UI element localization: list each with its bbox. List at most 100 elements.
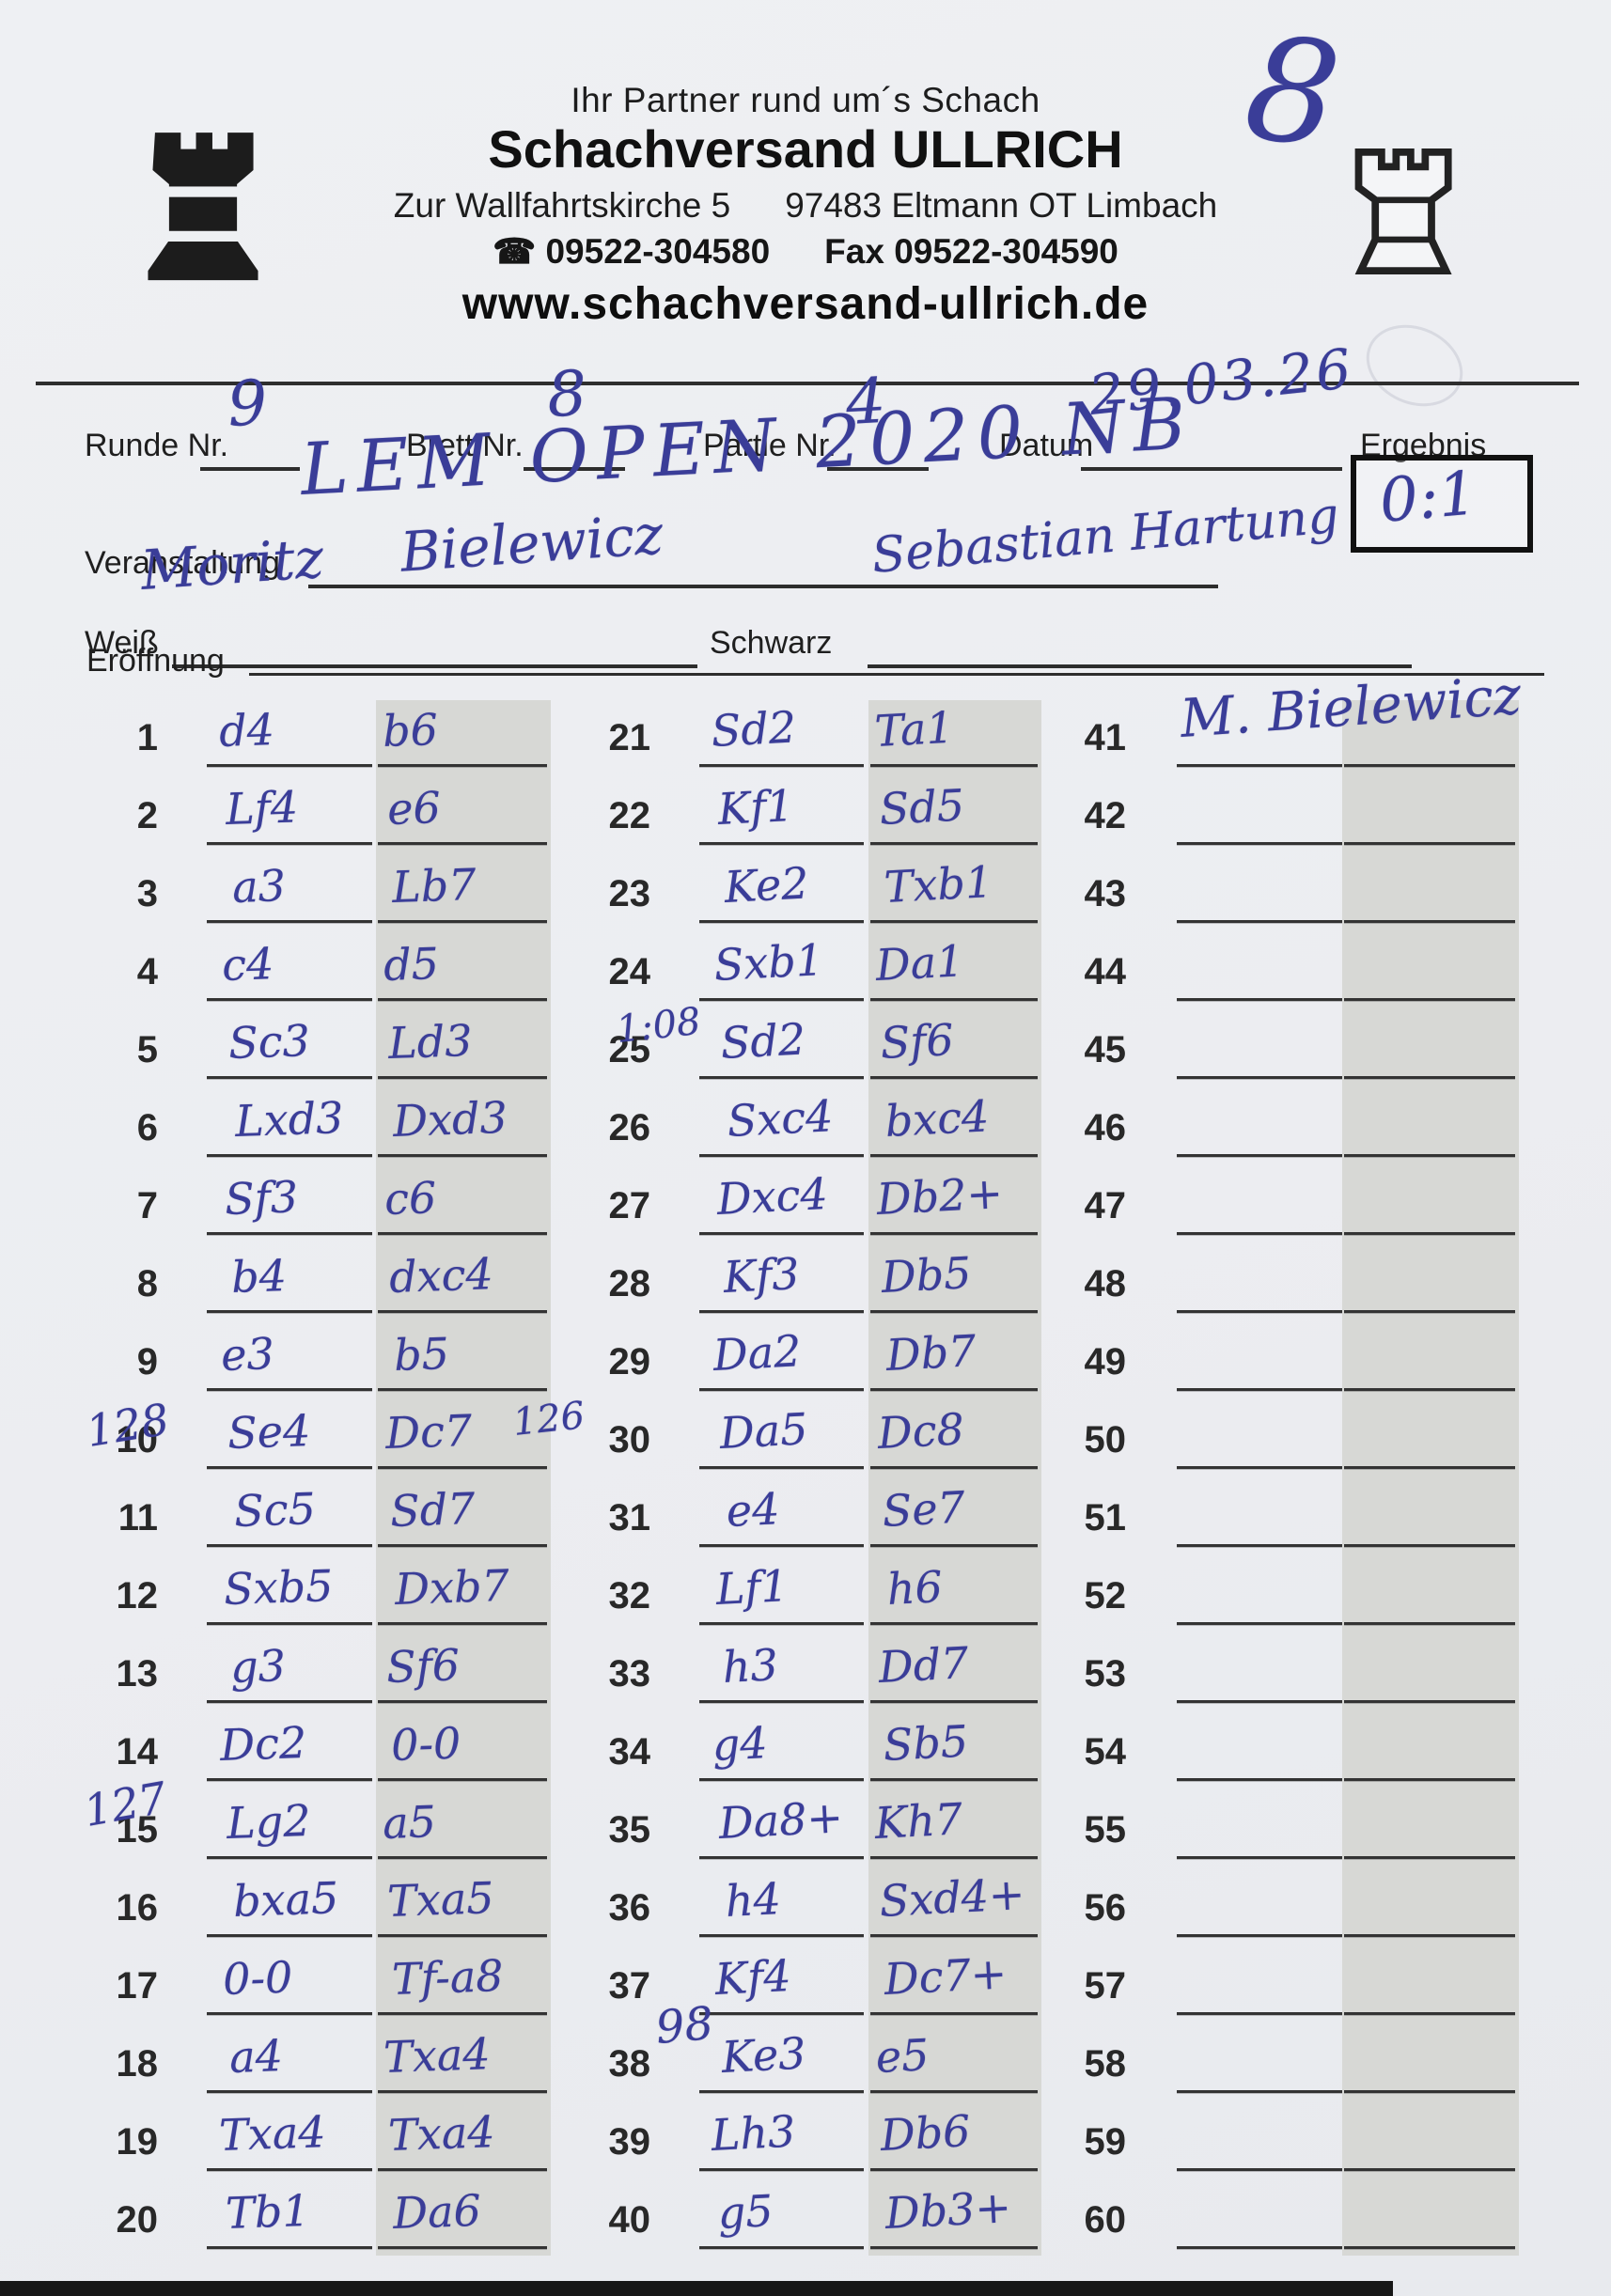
veranstaltung-underline [308,585,1218,588]
phone-fax-line: ☎ 09522-304580 Fax 09522-304590 [0,231,1611,272]
white-move-line [699,1388,864,1391]
move-number: 35 [608,1809,651,1851]
white-move-line [699,764,864,767]
move-number: 6 [136,1107,158,1148]
address-street: Zur Wallfahrtskirche 5 [393,186,731,225]
white-move-line [207,1544,372,1547]
move-number: 30 [608,1419,651,1460]
white-move-line [207,920,372,923]
white-move-line [1177,1154,1342,1157]
white-move-entry: Sf3 [224,1171,299,1225]
white-move-line [207,1310,372,1313]
move-number: 25 [608,1029,651,1070]
move-number: 42 [1084,795,1127,836]
black-move-line [870,1154,1038,1157]
white-move-entry: Kf4 [713,1949,792,2005]
white-move-entry: Tb1 [225,2184,311,2239]
white-move-line [207,1700,372,1703]
move-number: 7 [136,1185,158,1226]
white-move-entry: h3 [721,1638,780,1693]
white-move-entry: g5 [716,2184,774,2239]
white-move-entry: Ke2 [723,857,810,913]
move-number: 34 [608,1731,651,1773]
move-number: 1 [136,717,158,758]
white-move-line [699,1076,864,1079]
field-label-schwarz: Schwarz [710,625,833,661]
field-label-veranstaltung: Veranstaltung [85,545,280,581]
black-move-entry: Db6 [879,2105,972,2161]
black-move-entry: Txa4 [387,2106,496,2161]
black-move-line [1344,998,1515,1001]
black-move-entry: h6 [885,1560,945,1615]
white-move-line [699,920,864,923]
scan-edge-bar [0,2281,1393,2296]
black-move-line [378,920,547,923]
white-move-entry: c4 [221,938,275,991]
white-move-entry: Sxc4 [726,1090,835,1147]
white-move-line [699,1466,864,1469]
white-move-entry: h4 [724,1872,783,1927]
white-move-line [207,842,372,845]
black-move-line [1344,1856,1515,1859]
black-move-entry: Dc8 [876,1403,966,1459]
white-move-entry: Sxb1 [712,933,825,991]
white-move-line [699,1154,864,1157]
white-move-line [699,2168,864,2171]
white-move-line [699,1934,864,1937]
black-move-entry: Kh7 [873,1793,964,1849]
black-move-line [378,764,547,767]
black-move-line [1344,1232,1515,1235]
move-number: 16 [116,1887,159,1929]
white-move-line [207,2168,372,2171]
white-move-line [207,1622,372,1625]
black-move-entry: Txb1 [883,856,994,913]
black-move-line [378,1310,547,1313]
ergebnis-value: 0:1 [1376,459,1480,537]
move-number: 17 [116,1965,159,2007]
move-number: 24 [608,951,651,992]
black-move-line [870,1622,1038,1625]
white-move-entry: e4 [725,1483,781,1537]
black-move-line [870,998,1038,1001]
white-move-line [1177,1466,1342,1469]
white-move-line [1177,2246,1342,2249]
move-number: 43 [1084,873,1127,914]
move-number: 29 [608,1341,651,1382]
white-move-entry: Sc5 [233,1483,317,1537]
black-move-entry: c6 [383,1172,438,1225]
black-move-entry: bxc4 [884,1090,991,1147]
eroeffnung-underline [249,673,1544,676]
clock-annotation: 128 [83,1393,173,1457]
move-number: 59 [1084,2121,1127,2163]
black-move-entry: a5 [382,1796,437,1849]
white-move-entry: 0-0 [222,1951,294,2005]
black-move-entry: Sf6 [385,1639,461,1693]
move-number: 14 [116,1731,159,1773]
black-move-line [870,1934,1038,1937]
black-move-line [870,842,1038,845]
move-number: 57 [1084,1965,1127,2007]
black-move-line [1344,2168,1515,2171]
black-move-line [378,1934,547,1937]
black-move-line [870,1310,1038,1313]
white-move-line [207,1778,372,1781]
move-number: 52 [1084,1575,1127,1617]
black-move-line [870,1778,1038,1781]
field-label-runde: Runde Nr. [85,428,229,463]
move-number: 26 [608,1107,651,1148]
white-move-line [1177,1934,1342,1937]
white-move-line [207,1232,372,1235]
white-move-line [699,1622,864,1625]
black-move-entry: b5 [393,1327,450,1381]
black-move-entry: 0-0 [390,1717,462,1771]
white-move-entry: Lg2 [226,1794,312,1849]
partie-underline [827,467,929,471]
white-move-entry: Sc3 [227,1015,311,1069]
clock-annotation: 1:08 [614,999,703,1052]
white-move-entry: Dxc4 [715,1167,829,1225]
black-move-entry: Db3+ [884,2181,1013,2239]
black-move-line [378,1700,547,1703]
black-move-line [1344,1076,1515,1079]
black-move-line [378,2090,547,2093]
black-move-entry: Sxd4+ [878,1867,1026,1927]
